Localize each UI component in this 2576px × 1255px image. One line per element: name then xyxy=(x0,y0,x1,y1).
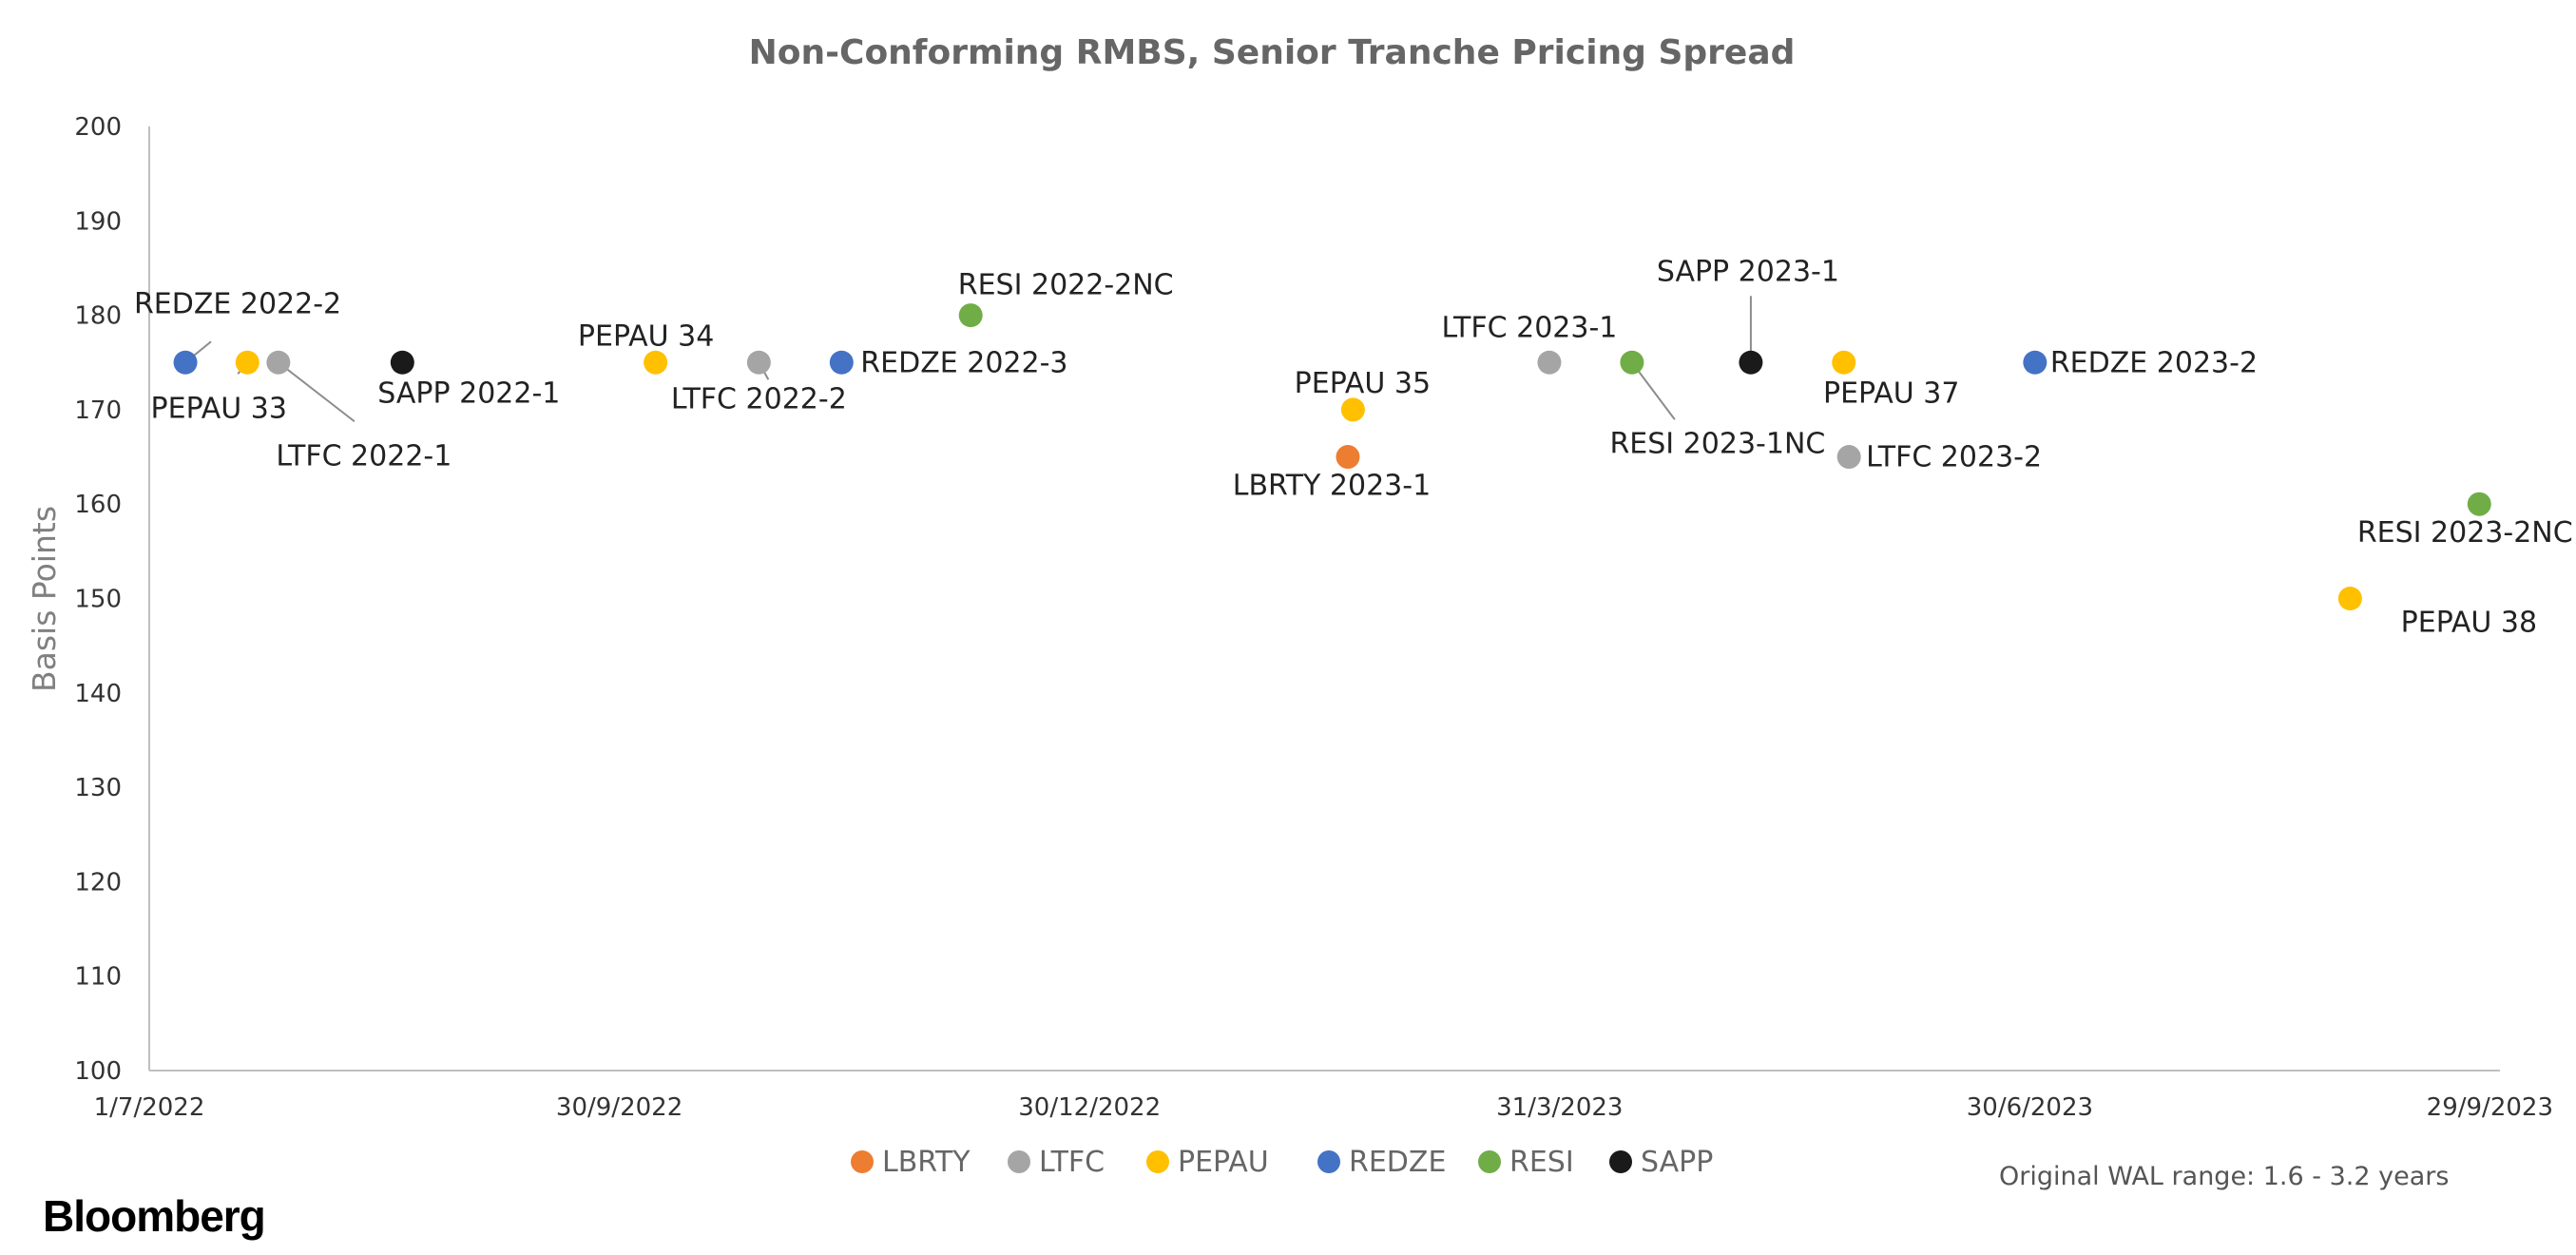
data-label: PEPAU 38 xyxy=(2401,607,2537,640)
legend-label: REDZE xyxy=(1349,1146,1446,1179)
data-point xyxy=(235,350,260,375)
wal-range-note: Original WAL range: 1.6 - 3.2 years xyxy=(1999,1162,2449,1191)
data-point xyxy=(746,350,771,375)
y-tick-label: 110 xyxy=(74,963,122,992)
legend-marker xyxy=(1146,1150,1169,1173)
data-label: RESI 2023-1NC xyxy=(1609,427,1825,460)
y-axis: 100 110 120 130 140 150 160 170 180 190 200 xyxy=(74,113,150,1086)
data-point xyxy=(644,350,668,375)
data-point xyxy=(1620,350,1644,375)
data-points xyxy=(173,303,2491,610)
data-label: LTFC 2023-1 xyxy=(1441,311,1617,344)
y-tick-label: 120 xyxy=(74,868,122,897)
y-tick-label: 170 xyxy=(74,396,122,425)
y-tick-label: 200 xyxy=(74,113,122,142)
data-label: SAPP 2022-1 xyxy=(377,376,560,410)
data-label: LTFC 2023-2 xyxy=(1866,441,2042,474)
x-tick-label: 30/9/2022 xyxy=(556,1093,682,1122)
data-point xyxy=(958,303,983,328)
data-point xyxy=(2337,587,2362,610)
legend-label: LTFC xyxy=(1039,1146,1105,1179)
data-label: LBRTY 2023-1 xyxy=(1233,470,1431,503)
x-tick-label: 30/12/2022 xyxy=(1018,1093,1161,1122)
y-tick-label: 180 xyxy=(74,302,122,331)
data-point xyxy=(1739,350,1763,375)
y-tick-label: 100 xyxy=(74,1057,122,1086)
legend-marker xyxy=(1609,1150,1632,1173)
leader-line xyxy=(278,361,356,423)
legend-item: PEPAU xyxy=(1146,1146,1269,1179)
legend-item: SAPP xyxy=(1609,1146,1713,1179)
data-point xyxy=(390,350,414,375)
bloomberg-logo: Bloomberg xyxy=(43,1191,265,1241)
legend-label: LBRTY xyxy=(882,1146,971,1179)
legend-item: RESI xyxy=(1478,1146,1574,1179)
data-point xyxy=(1832,350,1856,375)
y-tick-label: 190 xyxy=(74,207,122,236)
y-tick-label: 160 xyxy=(74,491,122,519)
data-label: PEPAU 37 xyxy=(1823,376,1959,410)
data-label: PEPAU 34 xyxy=(578,319,714,353)
y-axis-label: Basis Points xyxy=(26,506,63,692)
data-label: PEPAU 35 xyxy=(1295,367,1431,400)
legend-label: RESI xyxy=(1509,1146,1574,1179)
x-axis: 1/7/2022 30/9/2022 30/12/2022 31/3/2023 30/6… xyxy=(94,1070,2553,1122)
data-point xyxy=(173,350,198,375)
x-tick-label: 29/9/2023 xyxy=(2427,1093,2553,1122)
data-label: REDZE 2022-2 xyxy=(134,287,341,320)
y-tick-label: 140 xyxy=(74,680,122,708)
legend-item: LTFC xyxy=(1008,1146,1105,1179)
legend-marker xyxy=(1317,1150,1340,1173)
data-label: LTFC 2022-1 xyxy=(276,439,452,473)
data-label: REDZE 2023-2 xyxy=(2050,346,2258,379)
data-point xyxy=(1340,397,1365,422)
data-label: PEPAU 33 xyxy=(151,392,287,425)
x-tick-label: 1/7/2022 xyxy=(94,1093,205,1122)
data-label: RESI 2022-2NC xyxy=(958,269,1174,302)
legend-marker xyxy=(1478,1150,1501,1173)
legend-item: LBRTY xyxy=(851,1146,971,1179)
data-label: REDZE 2022-3 xyxy=(860,346,1067,379)
y-tick-label: 130 xyxy=(74,774,122,802)
legend: LBRTY LTFC PEPAU REDZE RESI SAPP xyxy=(851,1146,1713,1179)
legend-marker xyxy=(1008,1150,1030,1173)
legend-label: SAPP xyxy=(1641,1146,1713,1179)
legend-marker xyxy=(851,1150,874,1173)
x-tick-label: 31/3/2023 xyxy=(1496,1093,1623,1122)
data-label: LTFC 2022-2 xyxy=(671,382,847,415)
data-label: RESI 2023-2NC xyxy=(2357,516,2573,550)
data-point xyxy=(266,350,291,375)
x-tick-label: 30/6/2023 xyxy=(1967,1093,2093,1122)
data-labels: LBRTY 2023-1 LTFC 2022-1 LTFC 2022-2 LTFC 2… xyxy=(134,255,2573,639)
data-point xyxy=(829,350,854,375)
y-tick-label: 150 xyxy=(74,586,122,614)
legend-item: REDZE xyxy=(1317,1146,1446,1179)
chart-title: Non-Conforming RMBS, Senior Tranche Pric… xyxy=(749,33,1796,72)
data-point xyxy=(1537,350,1562,375)
data-label: SAPP 2023-1 xyxy=(1657,255,1839,288)
legend-label: PEPAU xyxy=(1178,1146,1269,1179)
data-point xyxy=(2467,492,2491,516)
data-point xyxy=(2023,350,2047,375)
data-point xyxy=(1336,445,1360,470)
data-point xyxy=(1836,445,1861,470)
